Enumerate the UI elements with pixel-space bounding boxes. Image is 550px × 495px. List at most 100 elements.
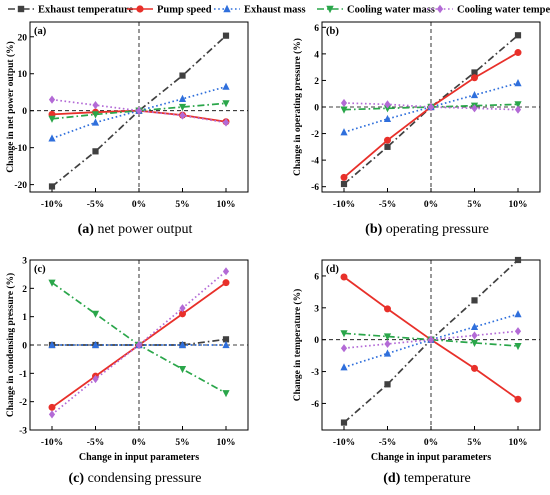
data-point bbox=[340, 173, 348, 181]
x-tick-label: 10% bbox=[217, 200, 236, 210]
data-point bbox=[178, 94, 187, 102]
y-tick-label: -20 bbox=[14, 181, 27, 191]
series-exhaust-mass bbox=[340, 310, 522, 371]
y-tick-label: 0 bbox=[22, 342, 27, 352]
y-tick-label: 0 bbox=[314, 104, 319, 114]
data-point bbox=[514, 395, 522, 403]
y-tick-label: -10 bbox=[14, 144, 27, 154]
data-point bbox=[384, 305, 391, 313]
legend-label: Exhaust temperature bbox=[38, 5, 134, 16]
data-point bbox=[178, 340, 187, 349]
data-point bbox=[514, 101, 522, 109]
y-axis-label: Change in temperature (%) bbox=[292, 289, 303, 402]
data-point bbox=[91, 111, 100, 119]
caption-text: condensing pressure bbox=[84, 471, 201, 486]
data-point bbox=[222, 82, 230, 90]
legend-label: Cooling water mass bbox=[347, 5, 435, 16]
series-cooling-water-temperature bbox=[48, 267, 230, 419]
data-point bbox=[383, 114, 392, 123]
legend-label: Exhaust mass bbox=[244, 5, 306, 16]
data-point bbox=[222, 267, 230, 276]
data-point bbox=[179, 72, 186, 79]
data-point bbox=[340, 106, 348, 114]
chart-panel: -3 -2 -1 0 1 2 3 -10% -5% 0% 5% 10% (c) Change in con… bbox=[5, 257, 249, 486]
data-point bbox=[514, 105, 522, 114]
y-tick-label: 3 bbox=[314, 304, 319, 314]
panel-caption: (d) temperature bbox=[383, 471, 470, 486]
data-point bbox=[514, 310, 522, 318]
data-point bbox=[340, 344, 348, 353]
x-tick-label: 10% bbox=[509, 438, 528, 448]
data-point bbox=[48, 183, 56, 190]
y-tick-label: 6 bbox=[314, 24, 319, 34]
data-point bbox=[92, 148, 99, 155]
legend: Exhaust temperature Pump speed Exhaust mas… bbox=[8, 5, 550, 16]
series-line bbox=[343, 34, 519, 185]
caption-text: operating pressure bbox=[382, 222, 489, 237]
legend-item: Exhaust temperature bbox=[8, 5, 134, 16]
data-point bbox=[222, 32, 230, 39]
legend-swatch-marker bbox=[136, 5, 144, 13]
series-line bbox=[51, 85, 227, 140]
data-point bbox=[471, 364, 478, 372]
series-cooling-water-temperature bbox=[48, 95, 230, 127]
chart-panel: -20 -10 0 10 20 -10% -5% 0% 5% 10% (a) Change in ne… bbox=[5, 21, 249, 237]
panel-label: (a) bbox=[34, 26, 47, 37]
x-tick-label: -5% bbox=[379, 438, 396, 448]
y-tick-label: -4 bbox=[311, 157, 319, 167]
y-tick-label: -6 bbox=[311, 183, 319, 193]
panel-label: (b) bbox=[326, 26, 339, 37]
data-point bbox=[384, 381, 391, 388]
x-axis-label: Change in input parameters bbox=[79, 452, 199, 463]
data-point bbox=[427, 335, 435, 344]
chart-panel: -6 -3 0 3 6 -10% -5% 0% 5% 10% (d) Change in temper… bbox=[292, 256, 541, 486]
data-point bbox=[48, 95, 56, 104]
y-tick-label: 1 bbox=[22, 313, 27, 323]
data-point bbox=[48, 279, 56, 287]
data-point bbox=[514, 49, 522, 57]
legend-item: Cooling water temperature bbox=[427, 5, 550, 16]
legend-item: Exhaust mass bbox=[214, 5, 306, 16]
data-point bbox=[178, 103, 187, 112]
data-point bbox=[427, 102, 435, 112]
data-point bbox=[340, 180, 348, 188]
data-point bbox=[384, 136, 391, 144]
data-point bbox=[471, 331, 478, 340]
x-tick-label: -10% bbox=[41, 438, 63, 448]
y-tick-label: -2 bbox=[311, 130, 319, 140]
data-point bbox=[179, 310, 186, 318]
data-point bbox=[135, 340, 143, 350]
data-point bbox=[471, 104, 478, 113]
data-point bbox=[384, 143, 391, 150]
data-point bbox=[470, 339, 479, 347]
legend-swatch-marker bbox=[17, 5, 25, 13]
data-point bbox=[48, 403, 56, 411]
data-point bbox=[384, 100, 391, 109]
panel-label: (c) bbox=[34, 264, 46, 275]
series-cooling-water-temperature bbox=[340, 98, 522, 114]
y-tick-label: -3 bbox=[311, 368, 319, 378]
data-point bbox=[222, 100, 230, 108]
legend-item: Pump speed bbox=[127, 5, 212, 16]
data-point bbox=[48, 340, 56, 349]
series-cooling-water-temperature bbox=[340, 327, 522, 353]
x-tick-label: 0% bbox=[132, 438, 146, 448]
data-point bbox=[514, 342, 522, 351]
data-point bbox=[384, 339, 391, 349]
data-point bbox=[340, 363, 348, 371]
y-tick-label: 2 bbox=[22, 285, 27, 295]
data-point bbox=[514, 32, 522, 39]
y-tick-label: -6 bbox=[311, 400, 319, 410]
data-point bbox=[340, 419, 348, 426]
data-point bbox=[222, 118, 230, 127]
x-tick-label: 0% bbox=[132, 200, 146, 210]
x-tick-label: 5% bbox=[175, 438, 189, 448]
data-point bbox=[222, 279, 230, 287]
legend-item: Cooling water mass bbox=[317, 5, 435, 16]
y-tick-label: 0 bbox=[22, 107, 27, 117]
data-point bbox=[340, 128, 348, 136]
legend-label: Cooling water temperature bbox=[457, 5, 550, 16]
series-line bbox=[343, 82, 519, 134]
legend-swatch-marker bbox=[223, 4, 231, 13]
y-axis-label: Change in net power output (%) bbox=[5, 41, 16, 173]
